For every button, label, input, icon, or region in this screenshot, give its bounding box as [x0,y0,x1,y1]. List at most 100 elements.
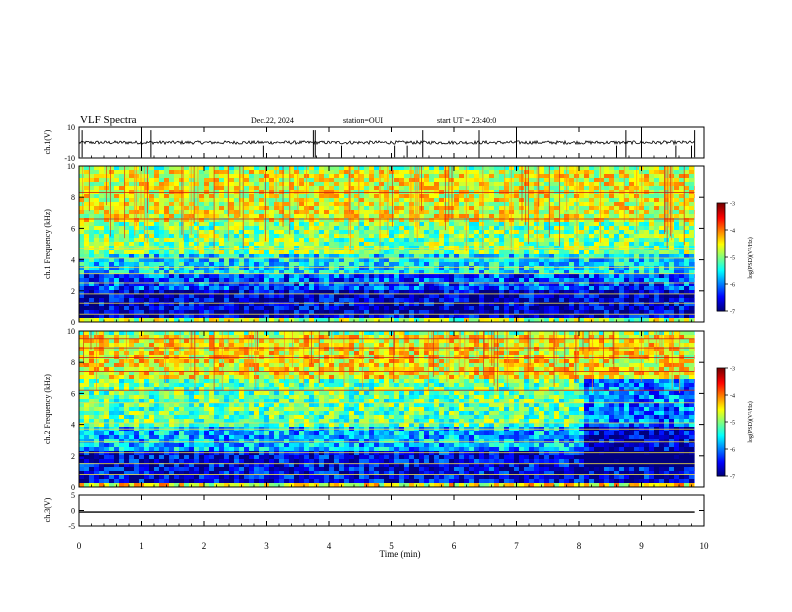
spectrogram-cell [279,294,285,299]
spectrogram-cell [614,170,620,175]
spectrogram-cell [649,302,655,307]
spectrogram-cell [164,166,170,171]
spectrogram-cell [249,182,255,187]
spectrogram-cell [484,182,490,187]
spectrogram-cell [364,258,370,263]
spectrogram-cell [489,186,495,191]
spectrogram-cell [84,242,90,247]
spectrogram-cell [454,270,460,275]
spectrogram-cell [104,222,110,227]
spectrogram-cell [289,314,295,319]
spectrogram-cell [219,302,225,307]
spectrogram-cell [534,290,540,295]
spectrogram-cell [319,254,325,259]
spectrogram-cell [464,266,470,271]
spectrogram-cell [374,242,380,247]
spectrogram-cell [604,234,610,239]
spectrogram-cell [309,234,315,239]
spectrogram-cell [309,262,315,267]
spectrogram-cell [409,250,415,255]
spectrogram-cell [259,294,265,299]
spectrogram-cell [349,214,355,219]
spectrogram-cell [414,250,420,255]
spectrogram-cell [324,222,330,227]
spectrogram-cell [354,238,360,243]
spectrogram-cell [114,202,120,207]
spectrogram-cell [559,282,565,287]
spectrogram-cell [364,278,370,283]
spectrogram-cell [434,178,440,183]
spectrogram-cell [664,294,670,299]
spectrogram-cell [429,306,435,311]
spectrogram-cell [289,262,295,267]
spectrogram-cell [444,318,450,323]
spectrogram-cell [454,234,460,239]
spectrogram-cell [489,314,495,319]
spectrogram-cell [194,182,200,187]
spectrogram-cell [124,166,130,171]
spectrogram-cell [119,278,125,283]
spectrogram-cell [474,302,480,307]
spectrogram-cell [534,254,540,259]
spectrogram-cell [104,250,110,255]
spectrogram-cell [94,258,100,263]
spectrogram-cell [669,290,675,295]
spectrogram-cell [364,186,370,191]
spectrogram-cell [369,262,375,267]
spectrogram-cell [109,186,115,191]
spectrogram-cell [499,282,505,287]
spectrogram-cell [354,286,360,291]
spectrogram-cell [559,306,565,311]
spectrogram-cell [584,210,590,215]
spectrogram-cell [234,194,240,199]
spectrogram-cell [604,230,610,235]
spectrogram-cell [634,282,640,287]
spectrogram-cell [329,202,335,207]
spectrogram-cell [479,174,485,179]
spectrogram-cell [654,318,660,323]
spectrogram-cell [524,278,530,283]
spectrogram-cell [289,294,295,299]
spectrogram-cell [129,238,135,243]
spectrogram-cell [544,222,550,227]
spectrogram-cell [659,210,665,215]
spectrogram-cell [304,262,310,267]
spectrogram-cell [624,166,630,171]
spectrogram-cell [129,282,135,287]
spectrogram-cell [669,298,675,303]
spectrogram-cell [554,250,560,255]
spectrogram-cell [154,286,160,291]
spectrogram-cell [269,242,275,247]
spectrogram-cell [634,262,640,267]
spectrogram-cell [489,282,495,287]
spectrogram-cell [499,238,505,243]
spectrogram-cell [204,310,210,315]
spectrogram-cell [544,194,550,199]
spectrogram-cell [254,310,260,315]
spectrogram-cell [454,250,460,255]
spectrogram-cell [129,234,135,239]
spectrogram-cell [219,214,225,219]
spectrogram-cell [214,202,220,207]
spectrogram-cell [259,218,265,223]
spectrogram-cell [109,258,115,263]
spectrogram-cell [589,178,595,183]
spectrogram-cell [114,306,120,311]
spectrogram-cell [659,214,665,219]
spectrogram-cell [674,182,680,187]
spectrogram-cell [304,290,310,295]
spectrogram-cell [109,218,115,223]
spectrogram-cell [524,174,530,179]
spectrogram-cell [574,262,580,267]
spectrogram-cell [229,298,235,303]
spectrogram-cell [164,170,170,175]
spectrogram-cell [194,298,200,303]
spectrogram-cell [569,242,575,247]
spectrogram-cell [164,174,170,179]
spectrogram-cell [244,178,250,183]
spectrogram-cell [669,302,675,307]
spectrogram-cell [129,218,135,223]
spectrogram-cell [684,242,690,247]
spectrogram-cell [319,278,325,283]
spectrogram-cell [339,270,345,275]
